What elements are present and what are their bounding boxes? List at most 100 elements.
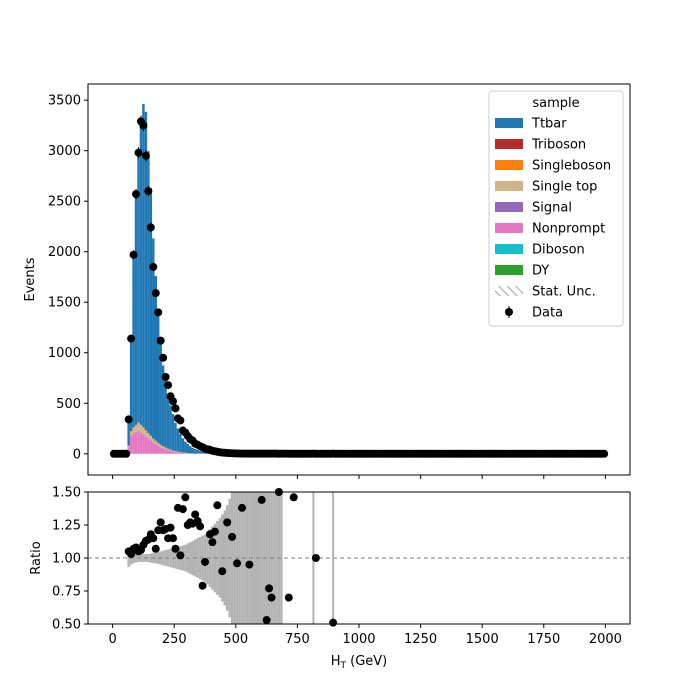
bar-ttbar (166, 396, 170, 449)
bar-nonprompt (186, 453, 190, 454)
bar-single-top (137, 422, 140, 431)
uncertainty-bin (142, 554, 145, 562)
uncertainty-bin (147, 554, 150, 562)
data-point (156, 336, 165, 345)
uncertainty-bin (191, 540, 194, 576)
bar-nonprompt (142, 434, 145, 454)
legend-marker-data (505, 308, 513, 316)
data-point (144, 187, 153, 196)
bar-single-top (149, 436, 153, 441)
ratio-y-axis-label: Ratio (29, 541, 44, 574)
bar-single-top (156, 443, 160, 446)
bar-nonprompt (161, 448, 165, 454)
bar-nonprompt (164, 449, 167, 454)
uncertainty-bin (134, 553, 138, 563)
bar-ttbar (152, 238, 155, 439)
uncertainty-bin (218, 518, 222, 598)
bar-ttbar (139, 126, 143, 425)
bar-single-top (147, 433, 150, 439)
ratio-point (233, 559, 242, 568)
ratio-point (156, 518, 165, 527)
data-point (149, 262, 158, 271)
legend-label: Singleboson (532, 159, 611, 174)
bar-ttbar (134, 191, 138, 425)
x-tick-label: 2000 (589, 632, 622, 647)
bar-single-top (152, 438, 155, 443)
bar-nonprompt (144, 436, 148, 454)
ratio-x-axis-ticks: 0 250 500 750 1000 1250 1500 1750 2000 (108, 624, 622, 647)
bar-nonprompt (134, 432, 138, 454)
legend-label: Single top (532, 180, 597, 195)
ratio-panel: 0.50 0.75 1.00 1.25 1.50 0 250 500 750 1000 1250 1… (29, 486, 631, 671)
ratio-point (329, 618, 338, 627)
bar-nonprompt (147, 438, 150, 454)
bar-ttbar (129, 337, 133, 432)
legend-swatch-single-top (495, 181, 523, 191)
bar-singleboson (132, 427, 135, 428)
y-tick-label: 2000 (48, 245, 81, 260)
bar-nonprompt (149, 440, 153, 454)
y-axis-ticks: 0 500 1000 1500 2000 2500 3000 3500 (48, 94, 88, 462)
x-tick-label: 1750 (527, 632, 560, 647)
ratio-point (245, 560, 254, 569)
uncertainty-bin (169, 548, 172, 568)
legend-swatch-nonprompt (495, 223, 523, 233)
main-histogram-panel: 0 500 1000 1500 2000 2500 3000 3500 Events samp… (23, 83, 631, 479)
bar-nonprompt (132, 433, 135, 454)
bar-nonprompt (159, 447, 162, 454)
uncertainty-bin (149, 553, 153, 563)
bar-nonprompt (156, 445, 160, 454)
ratio-point (151, 544, 160, 553)
bar-nonprompt (154, 444, 157, 454)
ratio-point (181, 493, 190, 502)
bar-single-top (159, 444, 162, 448)
ratio-point (223, 518, 232, 527)
ratio-point (262, 616, 271, 625)
ratio-point (267, 593, 276, 602)
ratio-points (124, 488, 338, 627)
bar-single-top (127, 445, 130, 447)
bar-ttbar (142, 103, 145, 428)
y-axis-label: Events (23, 257, 38, 301)
bar-nonprompt (139, 432, 143, 454)
ratio-point (191, 510, 200, 519)
bar-ttbar (198, 450, 202, 454)
data-point (124, 415, 133, 424)
y-tick-label: 500 (56, 397, 81, 412)
bar-nonprompt (184, 453, 187, 454)
bar-single-top (176, 451, 180, 453)
uncertainty-bin (184, 544, 187, 572)
legend-label: DY (532, 264, 549, 279)
ratio-point (237, 503, 246, 512)
bar-ttbar (203, 451, 207, 454)
uncertainty-bin (238, 492, 241, 624)
x-tick-label: 750 (285, 632, 310, 647)
ratio-point (228, 532, 237, 541)
bar-single-top (174, 451, 177, 452)
ratio-point (284, 593, 293, 602)
data-point (154, 308, 163, 317)
uncertainty-bin (154, 552, 157, 564)
legend-label: Data (532, 306, 563, 321)
uncertainty-bin (267, 492, 271, 624)
legend-swatch-triboson (495, 139, 523, 149)
uncertainty-bin (161, 550, 165, 566)
bar-single-top (161, 446, 165, 449)
legend-swatch-singleboson (495, 160, 523, 170)
legend-label: Signal (532, 201, 572, 216)
bar-ttbar (193, 448, 197, 454)
ratio-point (213, 501, 222, 510)
bar-nonprompt (171, 451, 175, 454)
data-point (139, 121, 148, 130)
uncertainty-bin (211, 526, 214, 590)
uncertainty-bin (272, 492, 276, 624)
ratio-y-tick-label: 1.50 (52, 486, 81, 501)
legend-swatch-ttbar (495, 118, 523, 128)
x-tick-label: 1250 (404, 632, 437, 647)
ratio-point (171, 544, 180, 553)
legend-label: Nonprompt (532, 222, 605, 237)
data-point (146, 223, 155, 232)
uncertainty-bin (196, 538, 199, 578)
data-point (171, 404, 180, 413)
bar-singleboson (144, 430, 148, 431)
